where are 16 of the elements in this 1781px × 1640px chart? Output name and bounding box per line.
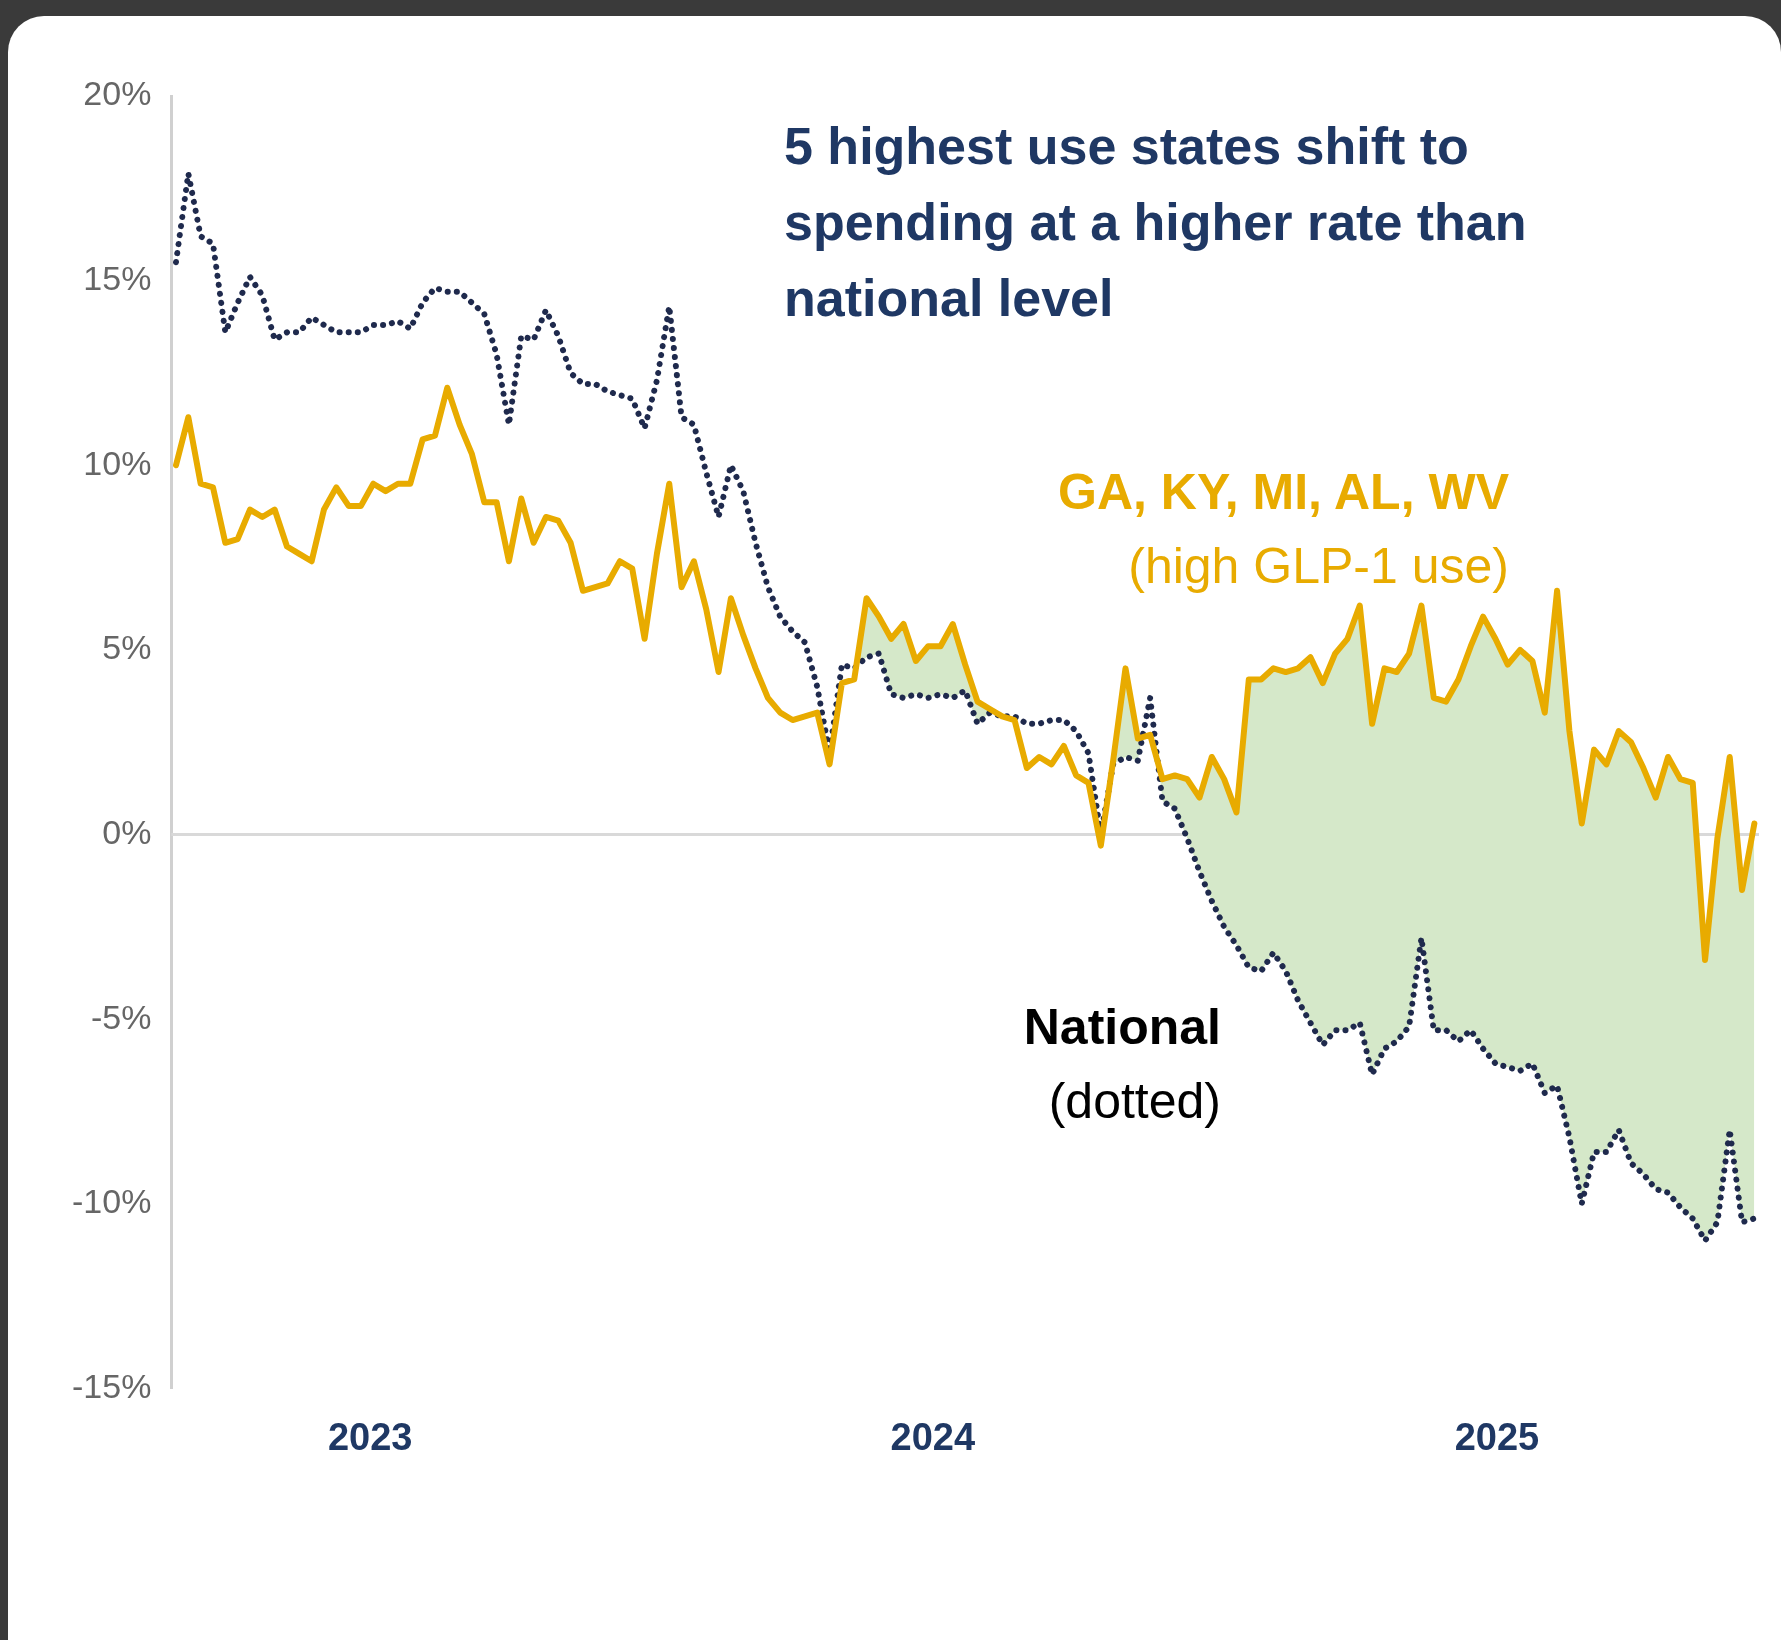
y-tick-label: 10%: [83, 443, 152, 482]
annotation: (high GLP-1 use): [1127, 537, 1509, 596]
annotation: (dotted): [1047, 1072, 1221, 1131]
y-tick-label: -15%: [72, 1366, 152, 1405]
y-tick-label: -10%: [72, 1182, 152, 1221]
y-tick-label: 20%: [83, 74, 152, 113]
y-tick-label: 0%: [102, 812, 152, 851]
series-label: National: [1023, 998, 1221, 1057]
x-tick-label: 2023: [327, 1415, 413, 1458]
x-tick-label: 2024: [890, 1415, 976, 1458]
x-tick-label: 2025: [1454, 1415, 1540, 1458]
text: 5 highest use states shift to spending at a higher rate than national level: [784, 116, 1528, 329]
y-tick-label: 15%: [83, 259, 152, 297]
y-tick-label: 5%: [102, 628, 152, 667]
y-tick-label: -5%: [90, 997, 152, 1036]
series-label: GA, KY, MI, AL, WV: [1058, 463, 1509, 522]
